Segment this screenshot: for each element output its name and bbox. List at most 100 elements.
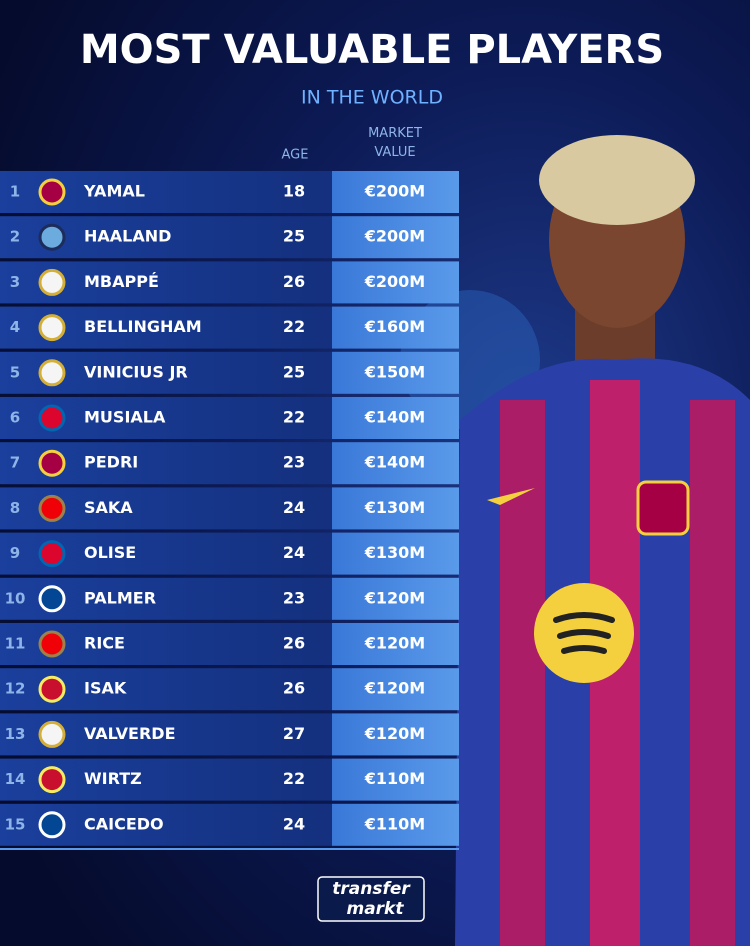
value-cell	[332, 442, 459, 485]
age: 25	[283, 362, 305, 381]
rank: 3	[10, 273, 20, 291]
age: 23	[283, 453, 305, 472]
value-cell	[332, 351, 459, 394]
age: 22	[283, 769, 305, 788]
value-header: MARKET VALUE	[368, 126, 422, 160]
player-name: MBAPPÉ	[84, 272, 159, 291]
market-value: €150M	[364, 362, 425, 381]
age: 25	[283, 227, 305, 246]
player-name: SAKA	[84, 498, 133, 517]
age-header: AGE	[282, 148, 309, 163]
value-cell	[332, 758, 459, 801]
market-value: €140M	[364, 453, 425, 472]
value-cell	[332, 171, 459, 213]
club-badge	[38, 811, 66, 839]
club-badge	[38, 585, 66, 613]
rank: 8	[10, 499, 20, 517]
club-badge	[38, 766, 66, 794]
value-cell	[332, 397, 459, 439]
value-cell	[332, 306, 459, 349]
market-value: €120M	[364, 588, 425, 607]
value-cell	[332, 623, 459, 665]
club-badge	[38, 178, 66, 206]
age: 27	[283, 724, 305, 743]
age: 24	[283, 543, 305, 562]
value-header-box: MARKET VALUE	[368, 126, 422, 160]
rank: 13	[5, 725, 26, 743]
rank: 1	[10, 183, 20, 201]
subtitle: IN THE WORLD	[301, 87, 443, 109]
player-name: YAMAL	[83, 182, 145, 201]
age: 26	[283, 679, 305, 698]
rank: 2	[10, 228, 20, 246]
market-value: €200M	[364, 227, 425, 246]
player-name: VINICIUS JR	[84, 362, 188, 381]
player-name: OLISE	[84, 543, 136, 562]
age: 22	[283, 408, 305, 427]
rank: 12	[5, 680, 26, 698]
market-value: €130M	[364, 498, 425, 517]
age: 24	[283, 498, 305, 517]
player-name: HAALAND	[84, 227, 171, 246]
club-badge	[38, 268, 66, 296]
age: 23	[283, 588, 305, 607]
player-figure	[455, 135, 750, 946]
club-badge	[38, 223, 66, 251]
age: 22	[283, 317, 305, 336]
age: 26	[283, 272, 305, 291]
value-cell	[332, 216, 459, 259]
club-badge	[38, 675, 66, 703]
club-badge	[38, 540, 66, 568]
rank: 9	[10, 544, 20, 562]
title: MOST VALUABLE PLAYERS	[80, 27, 664, 73]
player-name: VALVERDE	[84, 724, 176, 743]
club-badge	[38, 494, 66, 522]
market-value: €200M	[364, 182, 425, 201]
club-badge	[38, 404, 66, 432]
market-value: €160M	[364, 317, 425, 336]
market-value: €120M	[364, 679, 425, 698]
age: 18	[283, 182, 305, 201]
rank: 5	[10, 363, 20, 381]
club-badge	[38, 359, 66, 387]
value-cell	[332, 577, 459, 620]
transfermarkt-logo: transfer markt	[317, 876, 425, 922]
rank: 10	[5, 589, 26, 607]
club-badge	[38, 314, 66, 342]
club-badge	[38, 630, 66, 658]
club-badge	[38, 449, 66, 477]
market-value: €110M	[364, 769, 425, 788]
player-name: WIRTZ	[84, 769, 142, 788]
logo-top: transfer	[332, 879, 411, 899]
value-cell	[332, 261, 459, 304]
rank: 11	[5, 635, 26, 653]
market-value: €200M	[364, 272, 425, 291]
market-value: €130M	[364, 543, 425, 562]
value-cell	[332, 487, 459, 530]
player-name: PALMER	[84, 588, 156, 607]
player-name: BELLINGHAM	[84, 317, 202, 336]
logo-bottom: markt	[346, 899, 404, 919]
rank: 4	[10, 318, 20, 336]
value-cell	[332, 668, 459, 711]
rank: 15	[5, 815, 26, 833]
player-name: MUSIALA	[84, 408, 166, 427]
player-name: CAICEDO	[84, 814, 164, 833]
market-value: €120M	[364, 724, 425, 743]
age: 24	[283, 814, 305, 833]
rank: 7	[10, 454, 20, 472]
club-badge	[38, 720, 66, 748]
player-name: PEDRI	[84, 453, 138, 472]
market-value: €110M	[364, 814, 425, 833]
market-value: €120M	[364, 634, 425, 653]
table: 1 YAMAL 18 €200M 2 HAALAND 25 €200M 3 MBAPPÉ 26 €20…	[0, 171, 459, 850]
value-cell	[332, 532, 459, 575]
rank: 6	[10, 409, 20, 427]
rank: 14	[5, 770, 26, 788]
player-name: ISAK	[84, 679, 127, 698]
player-name: RICE	[84, 634, 125, 653]
value-cell	[332, 803, 459, 846]
market-value: €140M	[364, 408, 425, 427]
